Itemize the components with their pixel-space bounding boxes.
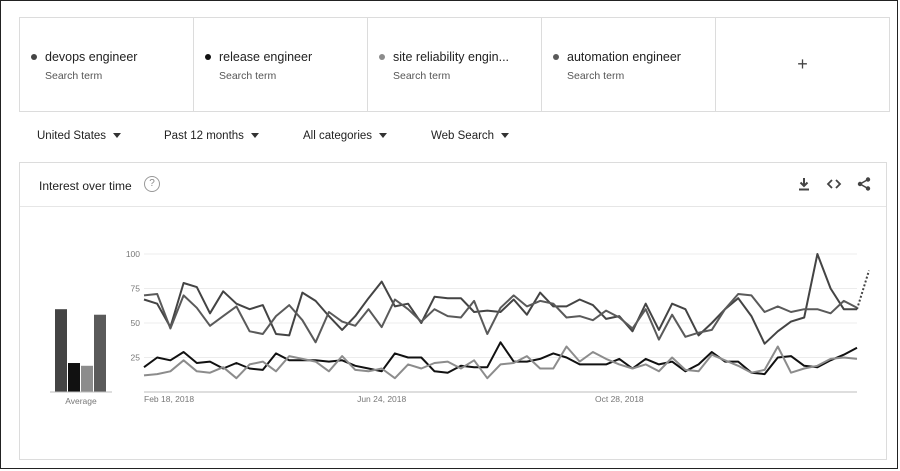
term-site-reliability-engineer[interactable]: site reliability engin... Search term [368, 18, 542, 111]
region-dropdown[interactable]: United States [37, 130, 122, 142]
term-type: Search term [219, 70, 277, 82]
term-release-engineer[interactable]: release engineer Search term [194, 18, 368, 111]
series-line-3 [143, 293, 858, 344]
y-tick-label: 100 [126, 249, 140, 259]
average-bars: Average [50, 309, 112, 406]
term-automation-engineer[interactable]: automation engineer Search term [542, 18, 716, 111]
x-tick-label: Oct 28, 2018 [595, 394, 644, 404]
search-terms-bar: devops engineer Search term release engi… [19, 17, 890, 112]
y-tick-label: 25 [131, 353, 141, 363]
search-type-label: Web Search [431, 130, 495, 142]
category-dropdown[interactable]: All categories [303, 130, 388, 142]
category-label: All categories [303, 130, 373, 142]
term-name: site reliability engin... [393, 50, 510, 64]
plus-icon: + [797, 54, 808, 74]
x-tick-label: Jun 24, 2018 [357, 394, 406, 404]
share-icon[interactable] [856, 176, 872, 192]
chart-grid [144, 253, 857, 393]
x-tick-label: Feb 18, 2018 [144, 394, 194, 404]
term-type: Search term [567, 70, 625, 82]
series-line-2 [143, 345, 858, 380]
term-name: release engineer [219, 50, 313, 64]
y-tick-label: 75 [131, 284, 141, 294]
y-tick-label: 50 [131, 318, 141, 328]
series-line-0 [143, 253, 857, 345]
term-name: automation engineer [567, 50, 681, 64]
period-label: Past 12 months [164, 130, 244, 142]
chart-canvas: Average 25 50 75 100 Feb 18, 2018 Jun 24, 201… [50, 249, 870, 406]
partial-data-marker [856, 270, 870, 310]
caret-down-icon [379, 133, 388, 139]
term-type: Search term [393, 70, 451, 82]
search-type-dropdown[interactable]: Web Search [431, 130, 510, 142]
caret-down-icon [250, 133, 259, 139]
term-color-dot [379, 54, 385, 60]
card-header: Interest over time ? [20, 163, 886, 207]
embed-icon[interactable] [826, 176, 842, 192]
term-color-dot [205, 54, 211, 60]
average-bar [94, 314, 106, 392]
region-label: United States [37, 130, 107, 142]
chart-series [143, 253, 870, 380]
average-bar [68, 363, 80, 392]
download-icon[interactable] [796, 176, 812, 192]
caret-down-icon [501, 133, 510, 139]
card-title: Interest over time [39, 179, 132, 193]
term-color-dot [31, 54, 37, 60]
average-bar [81, 365, 93, 392]
average-bar [55, 309, 67, 392]
series-line-1 [143, 341, 858, 376]
average-label: Average [65, 396, 97, 406]
term-name: devops engineer [45, 50, 138, 64]
period-dropdown[interactable]: Past 12 months [164, 130, 259, 142]
add-term-button[interactable]: + [716, 18, 889, 111]
term-color-dot [553, 54, 559, 60]
chart-ticks: 25 50 75 100 Feb 18, 2018 Jun 24, 2018 Oct 28,… [126, 249, 644, 404]
term-type: Search term [45, 70, 103, 82]
caret-down-icon [113, 133, 122, 139]
interest-over-time-card: Interest over time ? Average 25 50 75 100 Fe… [19, 162, 887, 460]
help-icon[interactable]: ? [144, 176, 160, 192]
term-devops-engineer[interactable]: devops engineer Search term [20, 18, 194, 111]
